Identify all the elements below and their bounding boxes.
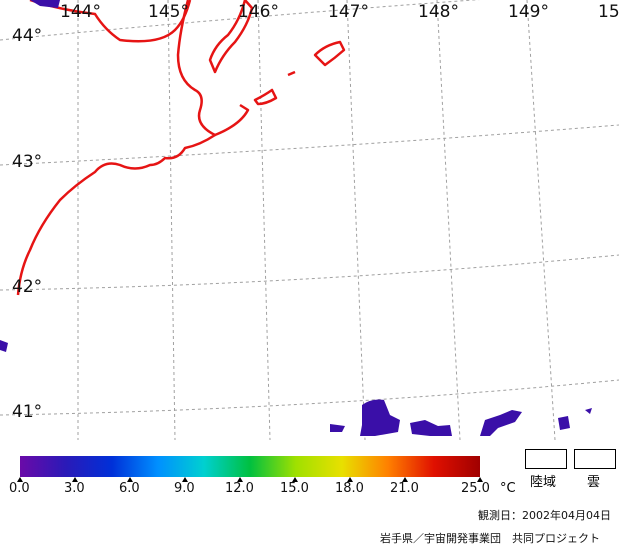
lon-label-148: 148° (418, 2, 459, 22)
colorbar-tickmark (72, 477, 78, 482)
colorbar-tick-label: 25.0 (461, 481, 490, 496)
project-credit: 岩手県／宇宙開発事業団 共同プロジェクト (380, 532, 600, 545)
lat-label-44: 44° (12, 26, 43, 46)
hokkaido-north-coast (29, 0, 192, 43)
colorbar-tickmark (292, 477, 298, 482)
sea-surface-temperature-map (0, 0, 619, 440)
observation-date: 観測日：2002年04月04日 (478, 509, 611, 522)
land-legend-swatch (525, 449, 567, 469)
colorbar-tickmark (402, 477, 408, 482)
sst-patch-south-6 (585, 408, 592, 414)
cloud-legend-swatch (574, 449, 616, 469)
lon-label-145: 145° (148, 2, 189, 22)
colorbar-tick-label: 18.0 (335, 481, 364, 496)
colorbar-tickmark (237, 477, 243, 482)
temperature-colorbar (20, 456, 480, 477)
colorbar-tick-label: 12.0 (225, 481, 254, 496)
parallel-42 (0, 254, 619, 291)
lat-label-41: 41° (12, 402, 43, 422)
graticule (0, 0, 619, 440)
colorbar-tickmark (477, 477, 483, 482)
lon-label-149: 149° (508, 2, 549, 22)
meridian-146 (257, 0, 271, 440)
iturup-island (313, 40, 346, 67)
sst-patch-topleft (30, 0, 60, 8)
lon-label-150: 15 (598, 2, 619, 22)
hokkaido-south-coast (16, 133, 216, 296)
meridian-149 (526, 0, 556, 440)
parallel-41 (0, 379, 619, 416)
colorbar-tick-label: 3.0 (64, 481, 85, 496)
small-island (287, 70, 296, 77)
colorbar-tickmark (17, 477, 23, 482)
sst-patch-south-4 (480, 410, 522, 436)
sst-patch-south-2 (330, 424, 345, 432)
temperature-unit: °C (500, 481, 516, 496)
hokkaido-east-coast (176, 0, 250, 137)
sst-patch-left (0, 340, 8, 352)
shikotan-island (253, 88, 278, 106)
parallel-43 (0, 124, 619, 166)
colorbar-tickmark (182, 477, 188, 482)
sst-patch-south-1 (360, 399, 400, 436)
colorbar-tick-label: 9.0 (174, 481, 195, 496)
sst-patch-south-5 (558, 416, 570, 430)
colorbar-tick-label: 6.0 (119, 481, 140, 496)
cloud-legend-label: 雲 (587, 475, 601, 490)
lat-label-43: 43° (12, 152, 43, 172)
meridian-145 (167, 0, 176, 440)
lon-label-144: 144° (60, 2, 101, 22)
coastline (16, 0, 346, 296)
sst-data-patches (0, 0, 592, 436)
kunashir-island (208, 0, 254, 74)
colorbar-tick-label: 15.0 (280, 481, 309, 496)
colorbar-tick-label: 0.0 (9, 481, 30, 496)
colorbar-tick-label: 21.0 (390, 481, 419, 496)
lon-label-146: 146° (238, 2, 279, 22)
colorbar-tickmark (127, 477, 133, 482)
lat-label-42: 42° (12, 277, 43, 297)
colorbar-tickmark (347, 477, 353, 482)
land-legend-label: 陸域 (530, 475, 557, 490)
sst-patch-south-3 (410, 420, 452, 436)
meridian-147 (346, 0, 366, 440)
meridian-148 (436, 0, 461, 440)
lon-label-147: 147° (328, 2, 369, 22)
